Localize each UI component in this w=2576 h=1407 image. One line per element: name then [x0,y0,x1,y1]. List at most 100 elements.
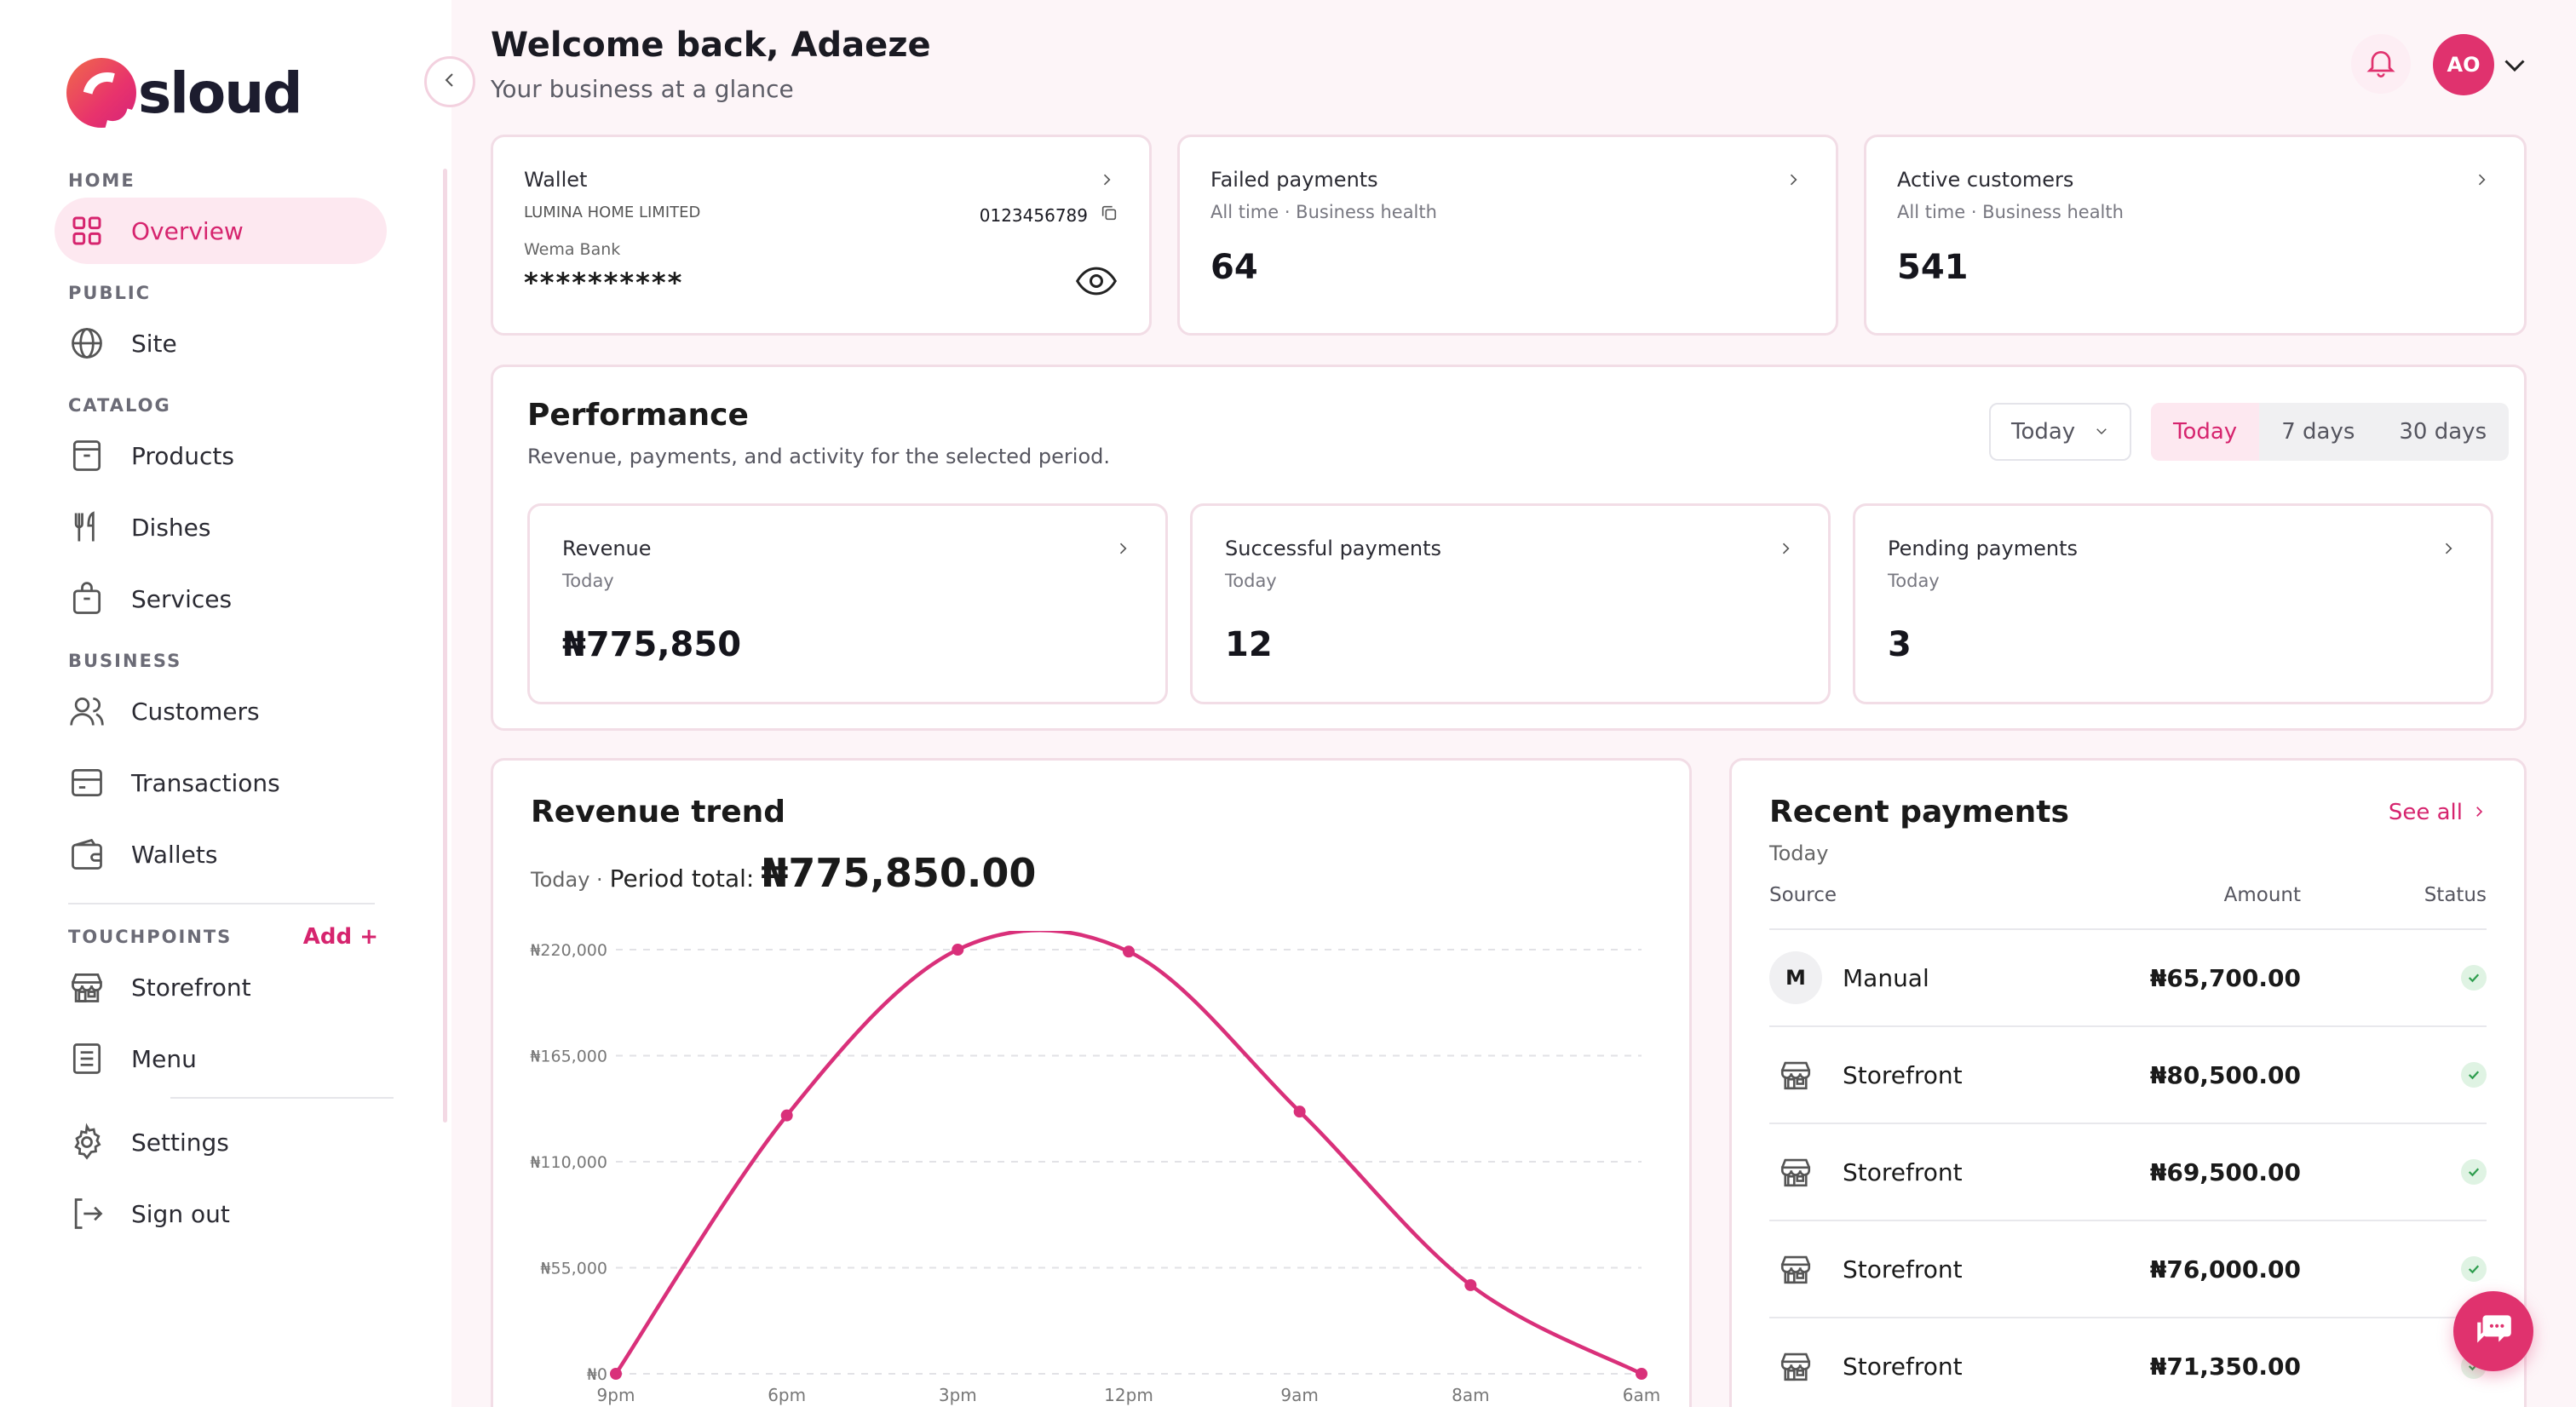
payment-status [2301,1159,2487,1185]
sidebar-item-menu[interactable]: Menu [55,1025,395,1092]
sidebar-item-products[interactable]: Products [55,422,395,489]
y-tick-label: ₦220,000 [530,941,607,960]
payment-amount: ₦69,500.00 [2149,1157,2301,1186]
card-value: 3 [1888,625,1912,664]
avatar[interactable]: AO [2433,34,2494,95]
sidebar-item-label: Customers [131,697,260,726]
payment-source: Storefront [1843,1157,1963,1186]
range-7-days[interactable]: 7 days [2281,419,2355,445]
payment-source: Manual [1843,963,1929,992]
payment-amount: ₦80,500.00 [2149,1060,2301,1089]
bag-icon [68,580,106,617]
sidebar-item-customers[interactable]: Customers [55,678,395,744]
wallet-account-number: 0123456789 [979,204,1088,226]
manual-source-icon: M [1769,951,1822,1004]
card-value: 541 [1897,248,1969,287]
data-point [780,1109,793,1122]
payment-amount: ₦65,700.00 [2149,963,2301,992]
data-point [1636,1368,1647,1380]
main-content: Welcome back, Adaeze Your business at a … [424,0,2576,1407]
nav-divider [170,1097,394,1099]
range-toggle: Today 7 days 30 days [2151,403,2510,461]
chevron-left-icon [440,70,460,94]
notifications-button[interactable] [2351,34,2411,94]
see-all-link[interactable]: See all [2389,800,2487,825]
table-row[interactable]: Storefront ₦71,350.00 [1769,1317,2487,1407]
payment-status [2301,965,2487,991]
collapse-sidebar-button[interactable] [424,56,475,107]
chevron-right-icon [2473,171,2490,192]
sidebar-item-label: Transactions [131,768,280,797]
check-circle-icon [2461,1062,2487,1088]
data-point [610,1368,622,1380]
payment-source: Storefront [1843,1255,1963,1284]
card-title: Successful payments [1225,537,1441,560]
payment-amount: ₦71,350.00 [2149,1352,2301,1381]
nav-section-touchpoints: TOUCHPOINTS [68,927,233,947]
card-meta: All time · Business health [1897,202,2124,222]
x-tick-label: 9pm [597,1385,635,1405]
wallet-balance: ********** [524,267,684,299]
storefront-icon [1769,1243,1822,1295]
period-label: Today · [531,868,603,892]
x-tick-label: 6am [1623,1385,1660,1405]
chevron-right-icon [1777,540,1794,560]
add-touchpoint-button[interactable]: Add + [302,924,378,950]
active-customers-card[interactable]: Active customers All time · Business hea… [1864,135,2527,336]
sidebar-item-label: Sign out [131,1199,230,1228]
sidebar-item-transactions[interactable]: Transactions [55,749,395,816]
range-today[interactable]: Today [2151,403,2260,461]
sloud-logo-icon [66,58,136,128]
menu-doc-icon [68,1040,106,1077]
card-title: Active customers [1897,168,2074,192]
chevron-down-icon[interactable] [2499,49,2530,83]
card-value: 12 [1225,625,1273,664]
data-point [1464,1278,1477,1291]
revenue-trend-panel: Revenue trend Today · Period total: ₦775… [491,758,1692,1407]
sidebar-item-services[interactable]: Services [55,566,395,632]
check-circle-icon [2461,1159,2487,1185]
range-30-days[interactable]: 30 days [2399,419,2487,445]
sidebar-item-dishes[interactable]: Dishes [55,494,395,560]
chevron-right-icon [1098,171,1115,192]
x-tick-label: 8am [1452,1385,1489,1405]
card-value: 64 [1210,248,1258,287]
successful-payments-card[interactable]: Successful payments Today 12 [1190,503,1831,704]
chat-icon [2472,1308,2515,1354]
card-title: Revenue [562,537,652,560]
brand-name: sloud [138,60,302,126]
sidebar-item-overview[interactable]: Overview [55,198,387,264]
card-title: Pending payments [1888,537,2078,560]
storefront-icon [1769,1340,1822,1393]
sidebar-item-signout[interactable]: Sign out [55,1180,395,1247]
sidebar-item-settings[interactable]: Settings [55,1109,395,1175]
storefront-icon [1769,1048,1822,1101]
table-row[interactable]: Storefront ₦69,500.00 [1769,1123,2487,1220]
col-source: Source [1769,884,1837,906]
pending-payments-card[interactable]: Pending payments Today 3 [1853,503,2493,704]
sidebar-scrollbar[interactable] [443,169,447,1123]
globe-icon [68,324,106,362]
table-row[interactable]: Storefront ₦76,000.00 [1769,1220,2487,1317]
sloud-logo[interactable]: sloud [66,58,302,128]
check-circle-icon [2461,965,2487,991]
card-title: Failed payments [1210,168,1378,192]
revenue-trend-chart: ₦0 ₦55,000 ₦110,000 ₦165,000 ₦220,000 9pm 6pm 3… [530,931,1660,1405]
payment-source: Storefront [1843,1352,1963,1381]
x-tick-label: 12pm [1104,1385,1153,1405]
nav-section-home: HOME [68,170,135,191]
wallet-icon [68,836,106,873]
eye-icon[interactable] [1074,264,1118,302]
copy-icon[interactable] [1100,204,1118,227]
chat-support-button[interactable] [2453,1291,2533,1371]
table-row[interactable]: M Manual ₦65,700.00 [1769,928,2487,1025]
period-select[interactable]: Today [1989,403,2132,461]
performance-panel: Performance Revenue, payments, and activ… [491,365,2527,731]
sidebar-item-site[interactable]: Site [55,310,395,376]
revenue-card[interactable]: Revenue Today ₦775,850 [527,503,1168,704]
wallet-card[interactable]: Wallet LUMINA HOME LIMITED 0123456789 We… [491,135,1152,336]
failed-payments-card[interactable]: Failed payments All time · Business heal… [1177,135,1838,336]
table-row[interactable]: Storefront ₦80,500.00 [1769,1025,2487,1123]
sidebar-item-wallets[interactable]: Wallets [55,821,395,887]
sidebar-item-storefront[interactable]: Storefront [55,954,395,1020]
